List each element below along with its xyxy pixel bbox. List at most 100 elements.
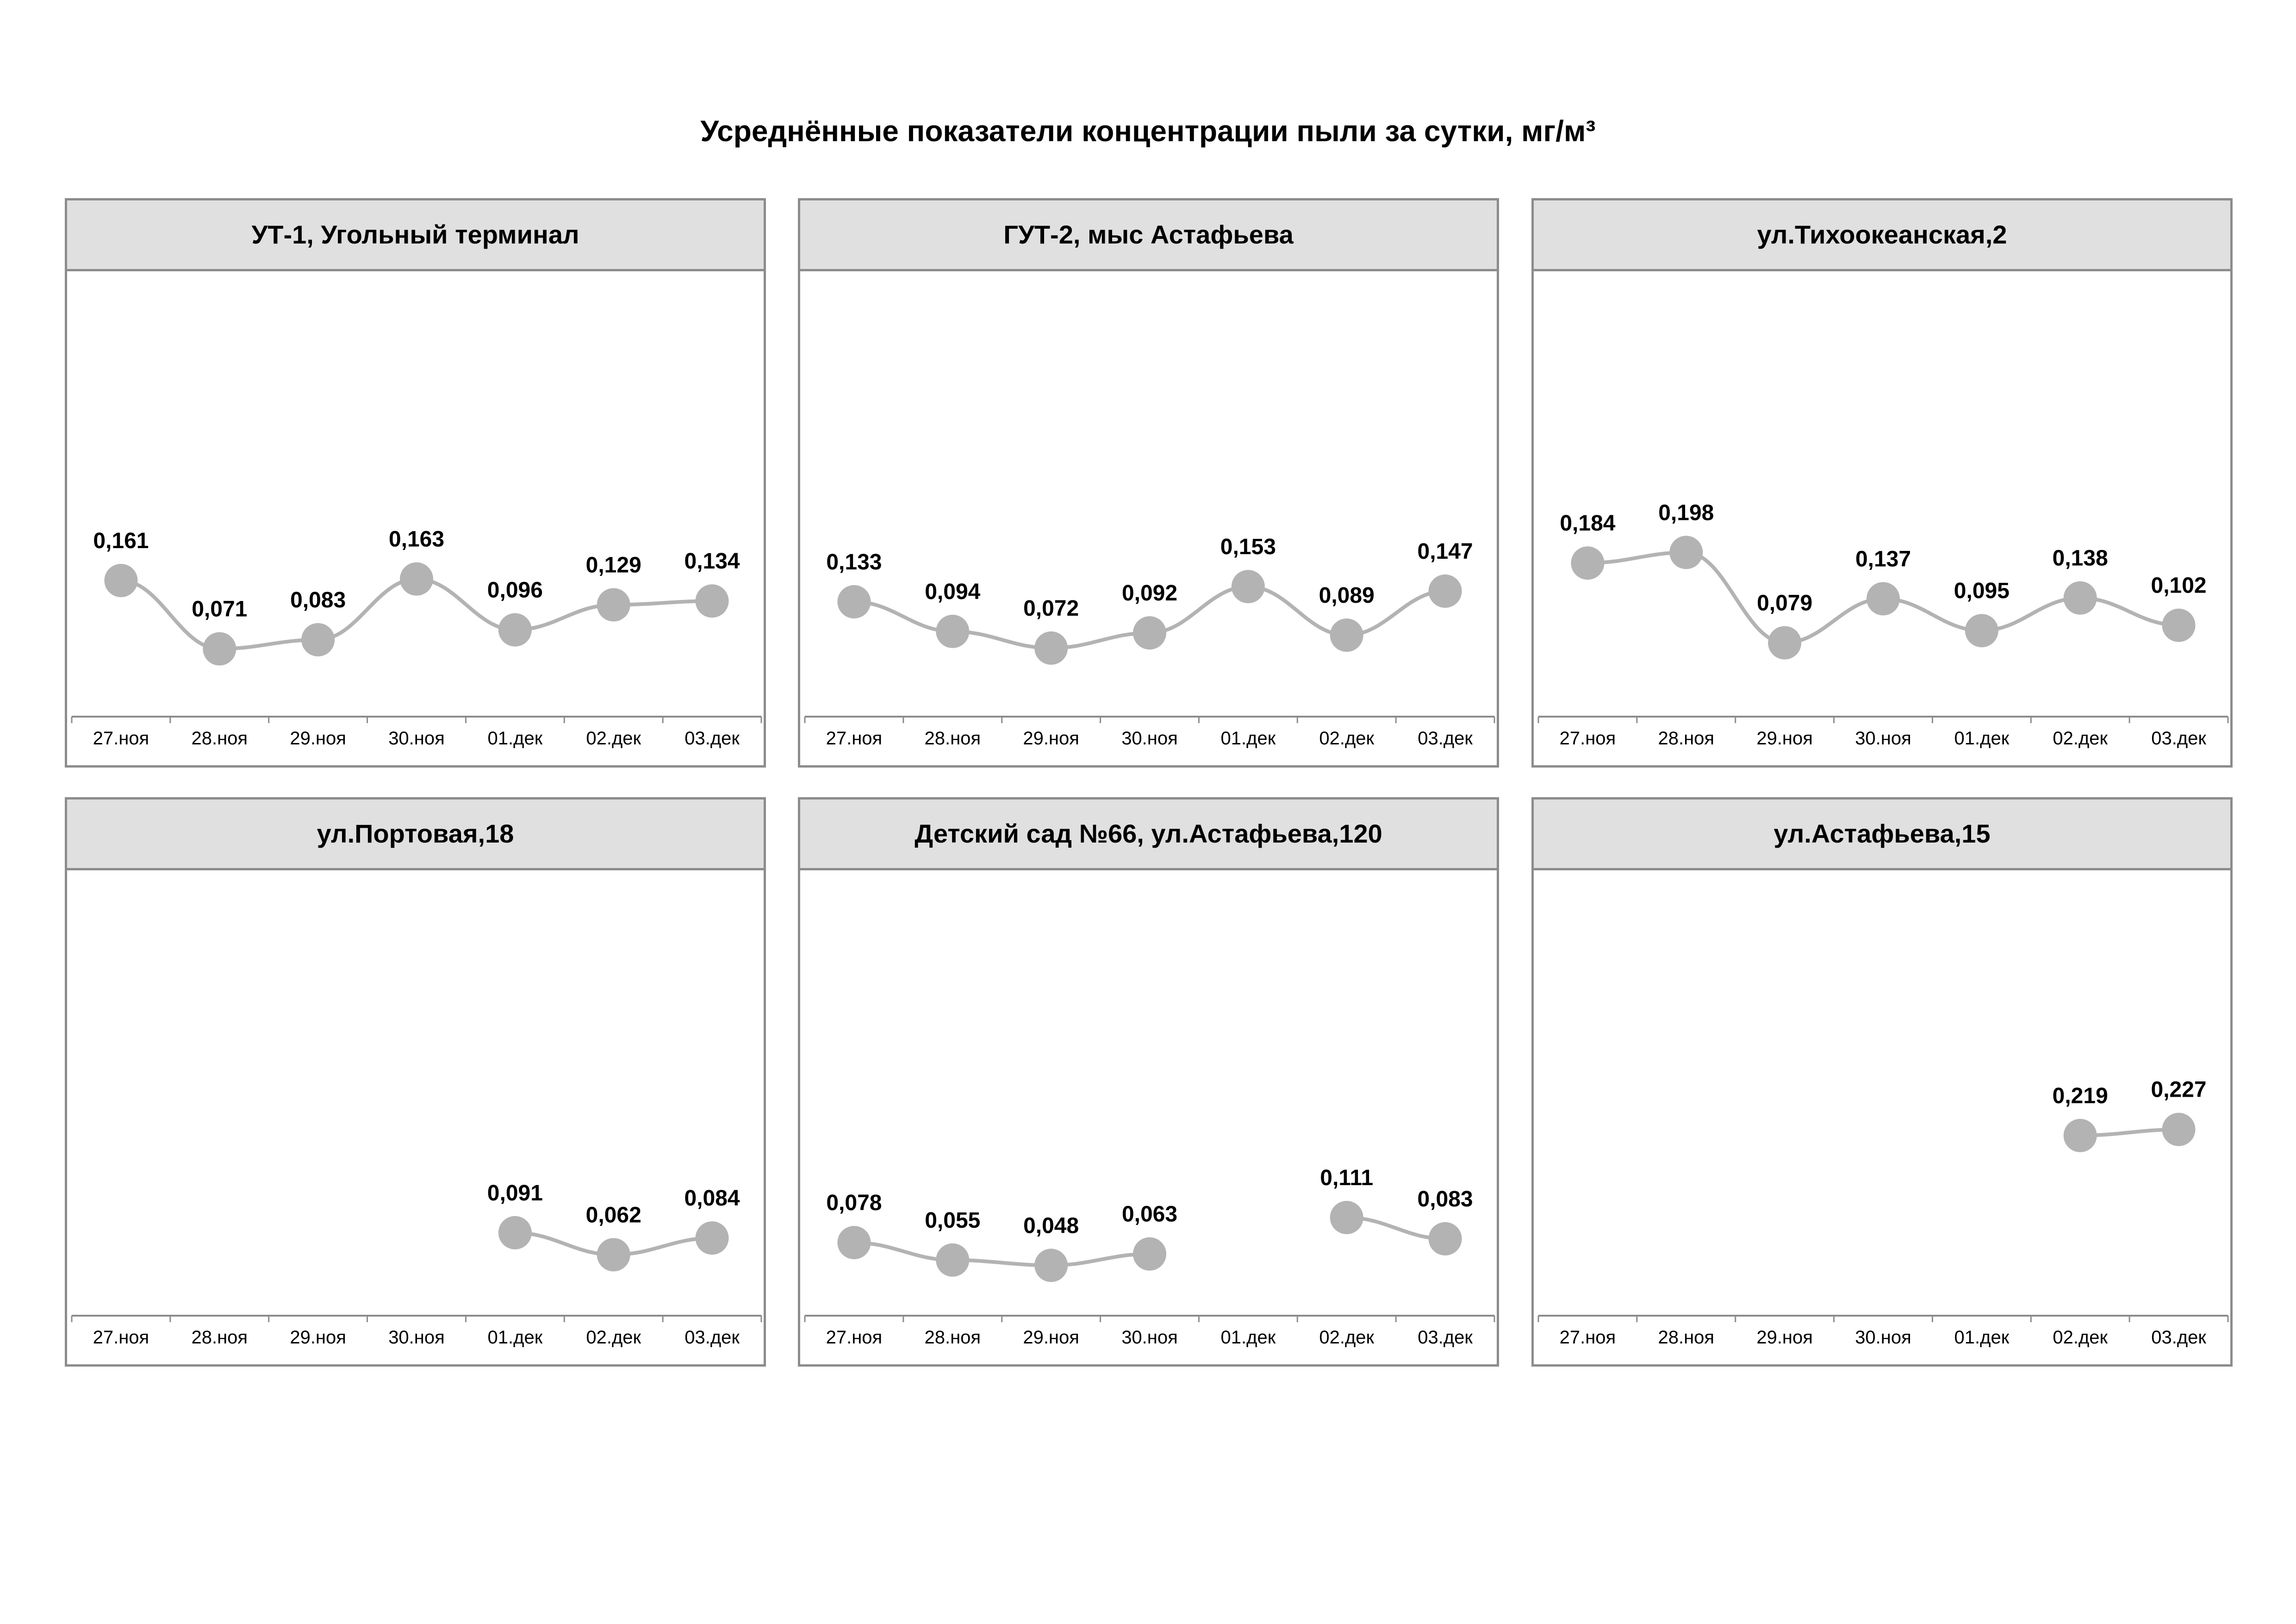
x-tick-label: 01.дек xyxy=(1954,1327,2010,1348)
x-tick-label: 28.ноя xyxy=(924,1327,981,1348)
data-point xyxy=(1428,574,1462,608)
x-tick-label: 30.ноя xyxy=(1121,1327,1178,1348)
x-tick-label: 27.ноя xyxy=(826,1327,883,1348)
x-tick-label: 28.ноя xyxy=(191,728,248,749)
data-point xyxy=(1133,1237,1166,1271)
x-tick-label: 27.ноя xyxy=(93,728,149,749)
x-tick-label: 02.дек xyxy=(1319,1327,1374,1348)
data-label: 0,094 xyxy=(925,580,980,604)
data-point xyxy=(498,1216,532,1249)
data-label: 0,084 xyxy=(684,1186,740,1211)
data-point xyxy=(104,563,138,597)
data-label: 0,048 xyxy=(1023,1213,1079,1238)
x-tick-label: 30.ноя xyxy=(1855,728,1911,749)
data-label: 0,153 xyxy=(1220,535,1276,559)
data-label: 0,198 xyxy=(1658,500,1714,525)
panel-title: ул.Тихоокеанская,2 xyxy=(1534,200,2230,271)
data-label: 0,102 xyxy=(2151,574,2207,598)
x-tick-label: 29.ноя xyxy=(1756,728,1813,749)
data-point xyxy=(837,585,871,618)
line-chart: 27.ноя 28.ноя 29.ноя 30.ноя 01.дек 02.дек 03.д… xyxy=(1537,1078,2229,1348)
x-tick-label: 03.дек xyxy=(2151,728,2206,749)
x-tick-label: 29.ноя xyxy=(290,1327,346,1348)
x-tick-label: 01.дек xyxy=(1221,1327,1276,1348)
x-tick-label: 29.ноя xyxy=(290,728,346,749)
data-point xyxy=(936,614,970,648)
data-point xyxy=(837,1226,871,1260)
chart-panel-gut2: ГУТ-2, мыс Астафьева 27.ноя 28.ноя 29.ноя 3… xyxy=(798,198,1499,768)
x-tick-label: 27.ноя xyxy=(826,728,883,749)
data-label: 0,138 xyxy=(2053,546,2108,571)
data-label: 0,071 xyxy=(192,597,247,622)
data-point xyxy=(1034,1249,1068,1282)
x-tick-label: 02.дек xyxy=(1319,728,1374,749)
data-label: 0,163 xyxy=(389,527,444,552)
data-label: 0,078 xyxy=(826,1191,882,1215)
chart-panel-portovaya: ул.Портовая,18 27.ноя 28.ноя 29.ноя 30.ноя 0… xyxy=(65,797,766,1367)
data-label: 0,227 xyxy=(2151,1078,2207,1102)
data-label: 0,133 xyxy=(826,550,882,575)
line-chart: 27.ноя 28.ноя 29.ноя 30.ноя 01.дек 02.дек 03.д… xyxy=(804,535,1495,749)
data-point xyxy=(1428,1222,1462,1255)
data-label: 0,219 xyxy=(2053,1084,2108,1108)
data-point xyxy=(936,1243,970,1277)
x-tick-label: 01.дек xyxy=(1954,728,2010,749)
line-chart: 27.ноя 28.ноя 29.ноя 30.ноя 01.дек 02.дек 03.д… xyxy=(71,1181,762,1348)
data-point xyxy=(1034,631,1068,665)
x-tick-label: 01.дек xyxy=(488,1327,543,1348)
x-tick-label: 29.ноя xyxy=(1756,1327,1813,1348)
data-label: 0,096 xyxy=(487,578,543,603)
page-title: Усреднённые показатели концентрации пыли… xyxy=(700,114,1596,148)
line-chart: 27.ноя 28.ноя 29.ноя 30.ноя 01.дек 02.дек 03.д… xyxy=(804,1166,1495,1348)
x-tick-label: 02.дек xyxy=(2053,1327,2108,1348)
data-label: 0,134 xyxy=(684,549,740,574)
x-tick-label: 03.дек xyxy=(684,728,740,749)
panel-title: УТ-1, Угольный терминал xyxy=(67,200,764,271)
data-label: 0,095 xyxy=(1954,579,2010,603)
x-tick-label: 03.дек xyxy=(1418,1327,1473,1348)
data-point xyxy=(400,562,433,596)
x-tick-label: 30.ноя xyxy=(388,728,445,749)
data-label: 0,184 xyxy=(1560,511,1615,536)
chart-panel-kindergarten: Детский сад №66, ул.Астафьева,120 27.ноя… xyxy=(798,797,1499,1367)
data-point xyxy=(597,588,630,622)
data-point xyxy=(2162,608,2196,642)
x-tick-label: 02.дек xyxy=(586,1327,641,1348)
x-tick-label: 30.ноя xyxy=(388,1327,445,1348)
x-tick-label: 29.ноя xyxy=(1023,1327,1079,1348)
x-tick-label: 28.ноя xyxy=(191,1327,248,1348)
chart-panel-tikhookeanskaya: ул.Тихоокеанская,2 27.ноя 28.ноя 29.ноя 30.… xyxy=(1531,198,2233,768)
x-tick-label: 03.дек xyxy=(2151,1327,2206,1348)
x-tick-label: 28.ноя xyxy=(924,728,981,749)
data-label: 0,062 xyxy=(586,1203,641,1227)
data-point xyxy=(1768,626,1802,660)
data-label: 0,161 xyxy=(93,529,149,553)
panel-title: Детский сад №66, ул.Астафьева,120 xyxy=(800,800,1497,870)
x-tick-label: 28.ноя xyxy=(1658,1327,1714,1348)
data-label: 0,129 xyxy=(586,553,641,577)
data-point xyxy=(1231,570,1265,604)
x-tick-label: 01.дек xyxy=(1221,728,1276,749)
data-label: 0,089 xyxy=(1319,583,1375,608)
data-label: 0,072 xyxy=(1023,596,1079,621)
data-point xyxy=(1330,618,1363,652)
chart-panel-ut1: УТ-1, Угольный терминал 27.ноя 28.ноя 29.н… xyxy=(65,198,766,768)
x-tick-label: 02.дек xyxy=(2053,728,2108,749)
x-tick-label: 27.ноя xyxy=(93,1327,149,1348)
data-point xyxy=(2162,1112,2196,1146)
data-point xyxy=(2063,581,2097,615)
x-tick-label: 27.ноя xyxy=(1560,1327,1616,1348)
data-point xyxy=(301,623,335,656)
data-label: 0,137 xyxy=(1855,547,1911,571)
data-label: 0,083 xyxy=(1418,1187,1473,1212)
data-point xyxy=(1867,582,1900,616)
data-point xyxy=(203,632,236,666)
x-tick-label: 02.дек xyxy=(586,728,641,749)
data-label: 0,092 xyxy=(1122,581,1177,606)
data-label: 0,055 xyxy=(925,1208,980,1233)
x-tick-label: 28.ноя xyxy=(1658,728,1714,749)
data-label: 0,111 xyxy=(1320,1166,1373,1190)
panel-title: ГУТ-2, мыс Астафьева xyxy=(800,200,1497,271)
x-tick-label: 29.ноя xyxy=(1023,728,1079,749)
line-chart: 27.ноя 28.ноя 29.ноя 30.ноя 01.дек 02.дек 03.д… xyxy=(1537,500,2229,749)
